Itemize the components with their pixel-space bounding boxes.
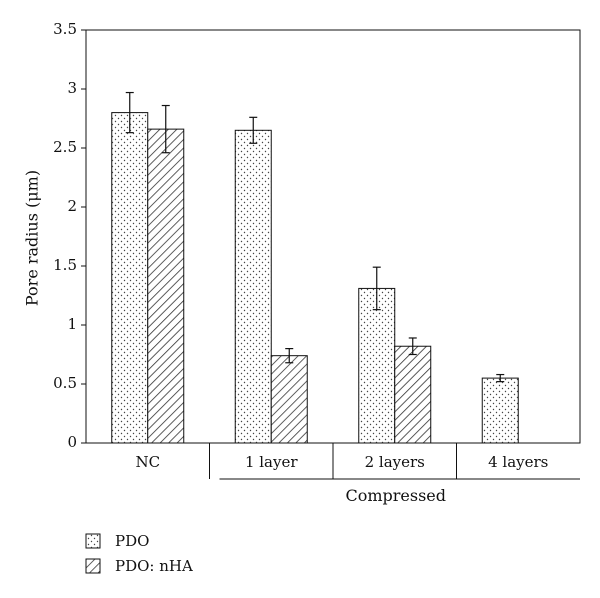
y-tick-label: 2.5 xyxy=(53,138,77,156)
bar-pdo-nha xyxy=(394,345,432,444)
axis-labels: 0 0.5 1 1.5 2 2.5 3 3.5 NC 1 layer 2 layers 4 layer… xyxy=(53,20,548,505)
y-tick-label: 1.5 xyxy=(53,256,77,274)
legend-swatch-pdo-nha xyxy=(85,558,101,574)
bar-pdo xyxy=(111,112,149,444)
axes xyxy=(81,29,581,480)
y-tick-label: 1 xyxy=(67,315,77,333)
bar-pdo-nha xyxy=(270,355,308,444)
bar-pdo-nha xyxy=(147,128,185,444)
bars xyxy=(111,91,519,444)
bar-pdo xyxy=(234,129,272,444)
category-label: 2 layers xyxy=(365,453,425,471)
category-label: 4 layers xyxy=(488,453,548,471)
category-label: 1 layer xyxy=(245,453,298,471)
legend-swatch-pdo xyxy=(85,533,101,549)
y-tick-label: 0.5 xyxy=(53,374,77,392)
bar-pdo xyxy=(481,377,519,444)
category-label: NC xyxy=(135,453,160,471)
y-axis-label: Pore radius (μm) xyxy=(23,170,42,306)
y-tick-label: 3.5 xyxy=(53,20,77,38)
y-tick-label: 2 xyxy=(67,197,77,215)
y-tick-label: 0 xyxy=(67,433,77,451)
bar-pdo xyxy=(358,287,396,444)
legend-label-pdo: PDO xyxy=(115,532,149,550)
legend: PDO PDO: nHA xyxy=(85,532,193,575)
y-tick-label: 3 xyxy=(67,79,77,97)
group-label-compressed: Compressed xyxy=(345,486,446,505)
legend-label-pdo-nha: PDO: nHA xyxy=(115,557,193,575)
